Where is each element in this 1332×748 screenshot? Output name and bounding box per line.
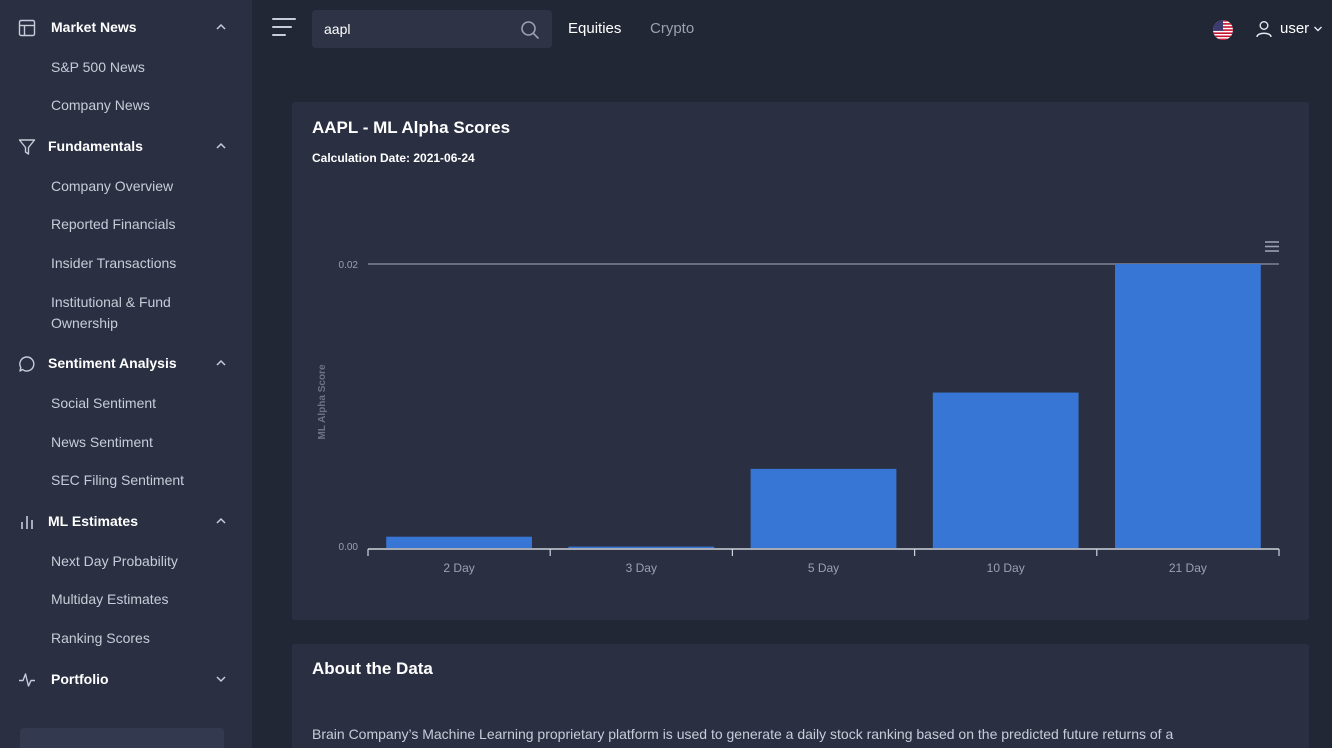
chart-bar[interactable]: [1115, 264, 1261, 548]
sidebar-item-sec-filing-sentiment[interactable]: SEC Filing Sentiment: [51, 472, 185, 488]
x-tick-label: 21 Day: [1169, 561, 1207, 575]
sidebar-section-label: ML Estimates: [48, 513, 138, 529]
chevron-up-icon: [216, 142, 226, 149]
user-icon[interactable]: [1255, 20, 1273, 38]
filter-icon: [18, 139, 36, 155]
chart-bar[interactable]: [386, 536, 532, 548]
chevron-up-icon: [216, 359, 226, 366]
sidebar-section-portfolio[interactable]: Portfolio: [0, 663, 252, 695]
sidebar-item-social-sentiment[interactable]: Social Sentiment: [51, 395, 157, 411]
user-menu-label[interactable]: user: [1280, 20, 1310, 37]
bar-chart: ML Alpha Score 2 Day 3 Day 5 Day 10 Day 21 D…: [317, 241, 1280, 575]
bar-chart-icon: [21, 516, 33, 529]
sidebar-footer-panel: [20, 728, 224, 748]
sidebar-item-ranking-scores[interactable]: Ranking Scores: [51, 630, 150, 646]
x-tick-label: 5 Day: [808, 561, 839, 575]
sidebar-section-sentiment-analysis[interactable]: Sentiment Analysis: [0, 347, 252, 379]
calculation-date: Calculation Date: 2021-06-24: [312, 151, 475, 165]
search-input[interactable]: [324, 10, 514, 48]
about-text: Brain Company’s Machine Learning proprie…: [312, 726, 1174, 742]
sidebar-item-company-news[interactable]: Company News: [51, 97, 150, 113]
sidebar-item-multiday-estimates[interactable]: Multiday Estimates: [51, 591, 169, 607]
chevron-down-icon[interactable]: [1313, 24, 1323, 34]
x-tick-label: 2 Day: [443, 561, 474, 575]
about-card: About the Data Brain Company’s Machine L…: [292, 644, 1309, 748]
sidebar-section-ml-estimates[interactable]: ML Estimates: [0, 505, 252, 537]
sidebar-item-insider-transactions[interactable]: Insider Transactions: [51, 255, 177, 271]
chart-menu-icon[interactable]: [1265, 241, 1279, 252]
activity-icon: [19, 673, 35, 687]
sidebar-section-label: Market News: [51, 19, 137, 35]
about-title: About the Data: [312, 659, 433, 678]
us-flag-icon[interactable]: [1213, 20, 1233, 40]
chart-title: AAPL - ML Alpha Scores: [312, 118, 511, 137]
chart-card: AAPL - ML Alpha Scores Calculation Date:…: [292, 102, 1309, 620]
search-box: [312, 10, 552, 48]
chevron-down-icon: [216, 676, 226, 683]
sidebar-section-market-news[interactable]: Market News: [0, 11, 252, 43]
sidebar-section-fundamentals[interactable]: Fundamentals: [0, 130, 252, 162]
sidebar-item-next-day-probability[interactable]: Next Day Probability: [51, 553, 178, 569]
chart-bar[interactable]: [750, 468, 897, 548]
sidebar: Market News S&P 500 News Company News Fu…: [0, 0, 252, 748]
chart-bar[interactable]: [568, 546, 715, 548]
chevron-up-icon: [216, 517, 226, 524]
sidebar-section-label: Sentiment Analysis: [48, 355, 177, 371]
nav-link-equities[interactable]: Equities: [568, 20, 622, 37]
sidebar-item-reported-financials[interactable]: Reported Financials: [51, 216, 176, 232]
chart-bar[interactable]: [932, 392, 1079, 548]
y-axis-label: ML Alpha Score: [317, 364, 328, 439]
chevron-up-icon: [216, 23, 226, 30]
search-icon[interactable]: [520, 20, 540, 40]
nav-link-crypto[interactable]: Crypto: [650, 20, 695, 37]
sidebar-item-company-overview[interactable]: Company Overview: [51, 178, 174, 194]
sidebar-item-sp500-news[interactable]: S&P 500 News: [51, 59, 145, 75]
menu-toggle-icon[interactable]: [272, 18, 296, 38]
x-tick-label: 3 Day: [626, 561, 657, 575]
chat-bubble-icon: [19, 356, 35, 372]
sidebar-section-label: Fundamentals: [48, 138, 143, 154]
y-tick-label: 0.00: [339, 542, 359, 553]
table-icon: [18, 19, 36, 37]
sidebar-item-news-sentiment[interactable]: News Sentiment: [51, 434, 153, 450]
y-tick-label: 0.02: [339, 260, 359, 271]
sidebar-section-label: Portfolio: [51, 671, 109, 687]
sidebar-item-institutional-ownership[interactable]: Institutional & Fund Ownership: [51, 294, 171, 331]
x-tick-label: 10 Day: [987, 561, 1025, 575]
topbar: Equities Crypto user: [252, 0, 1332, 58]
